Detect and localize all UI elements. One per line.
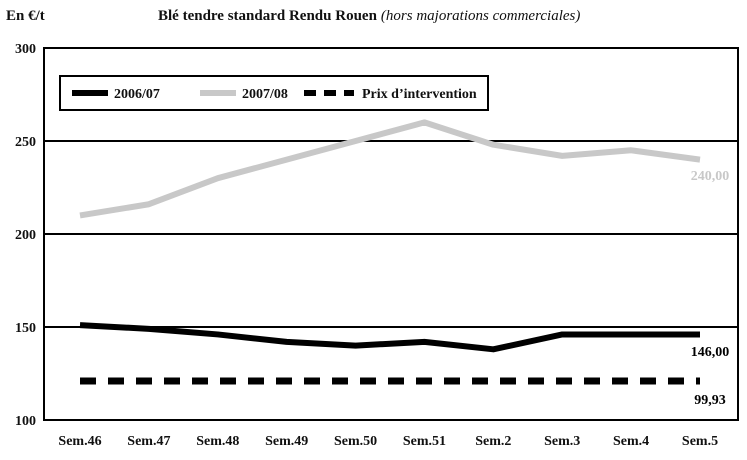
chart-title-main: Blé tendre standard Rendu Rouen — [158, 8, 378, 24]
legend-box — [59, 75, 489, 111]
y-tick-label: 300 — [15, 42, 36, 57]
y-tick-label: 250 — [15, 135, 36, 150]
legend-items: 2006/07 2007/08 Prix d’intervention — [72, 87, 477, 102]
end-label-2007-08: 240,00 — [691, 169, 730, 184]
x-tick-label: Sem.46 — [58, 434, 101, 449]
chart-title: Blé tendre standard Rendu Rouen (hors maj… — [158, 8, 580, 24]
y-tick-label: 150 — [15, 321, 36, 336]
legend-label-2007-08: 2007/08 — [242, 87, 288, 102]
x-tick-label: Sem.49 — [265, 434, 308, 449]
gridlines — [44, 140, 738, 328]
y-tick-label: 100 — [15, 414, 36, 429]
unit-label: En €/t — [6, 8, 45, 24]
x-axis-ticks: Sem.46 Sem.47 Sem.48 Sem.49 Sem.50 Sem.51 Sem.… — [58, 434, 718, 449]
x-tick-label: Sem.47 — [127, 434, 170, 449]
x-tick-label: Sem.48 — [196, 434, 239, 449]
chart-subtitle: (hors majorations commerciales) — [381, 8, 580, 24]
x-tick-label: Sem.3 — [544, 434, 580, 449]
x-tick-label: Sem.2 — [475, 434, 511, 449]
y-axis-ticks: 100 150 200 250 300 — [15, 42, 36, 429]
legend: 2006/07 2007/08 Prix d’intervention — [59, 75, 489, 111]
x-tick-label: Sem.4 — [613, 434, 649, 449]
series-line-2006-07 — [79, 322, 700, 353]
x-tick-label: Sem.5 — [682, 434, 718, 449]
end-label-prix-d-intervention: 99,93 — [694, 393, 726, 408]
y-tick-label: 200 — [15, 228, 36, 243]
x-tick-label: Sem.51 — [403, 434, 446, 449]
series-lines — [79, 119, 701, 385]
series-line-2007-08 — [79, 119, 701, 219]
end-labels: 240,00 146,00 99,93 — [691, 169, 730, 408]
end-label-2006-07: 146,00 — [691, 345, 730, 360]
legend-label-2006-07: 2006/07 — [114, 87, 160, 102]
legend-label-prix-d-intervention: Prix d’intervention — [362, 87, 477, 102]
x-tick-label: Sem.50 — [334, 434, 377, 449]
